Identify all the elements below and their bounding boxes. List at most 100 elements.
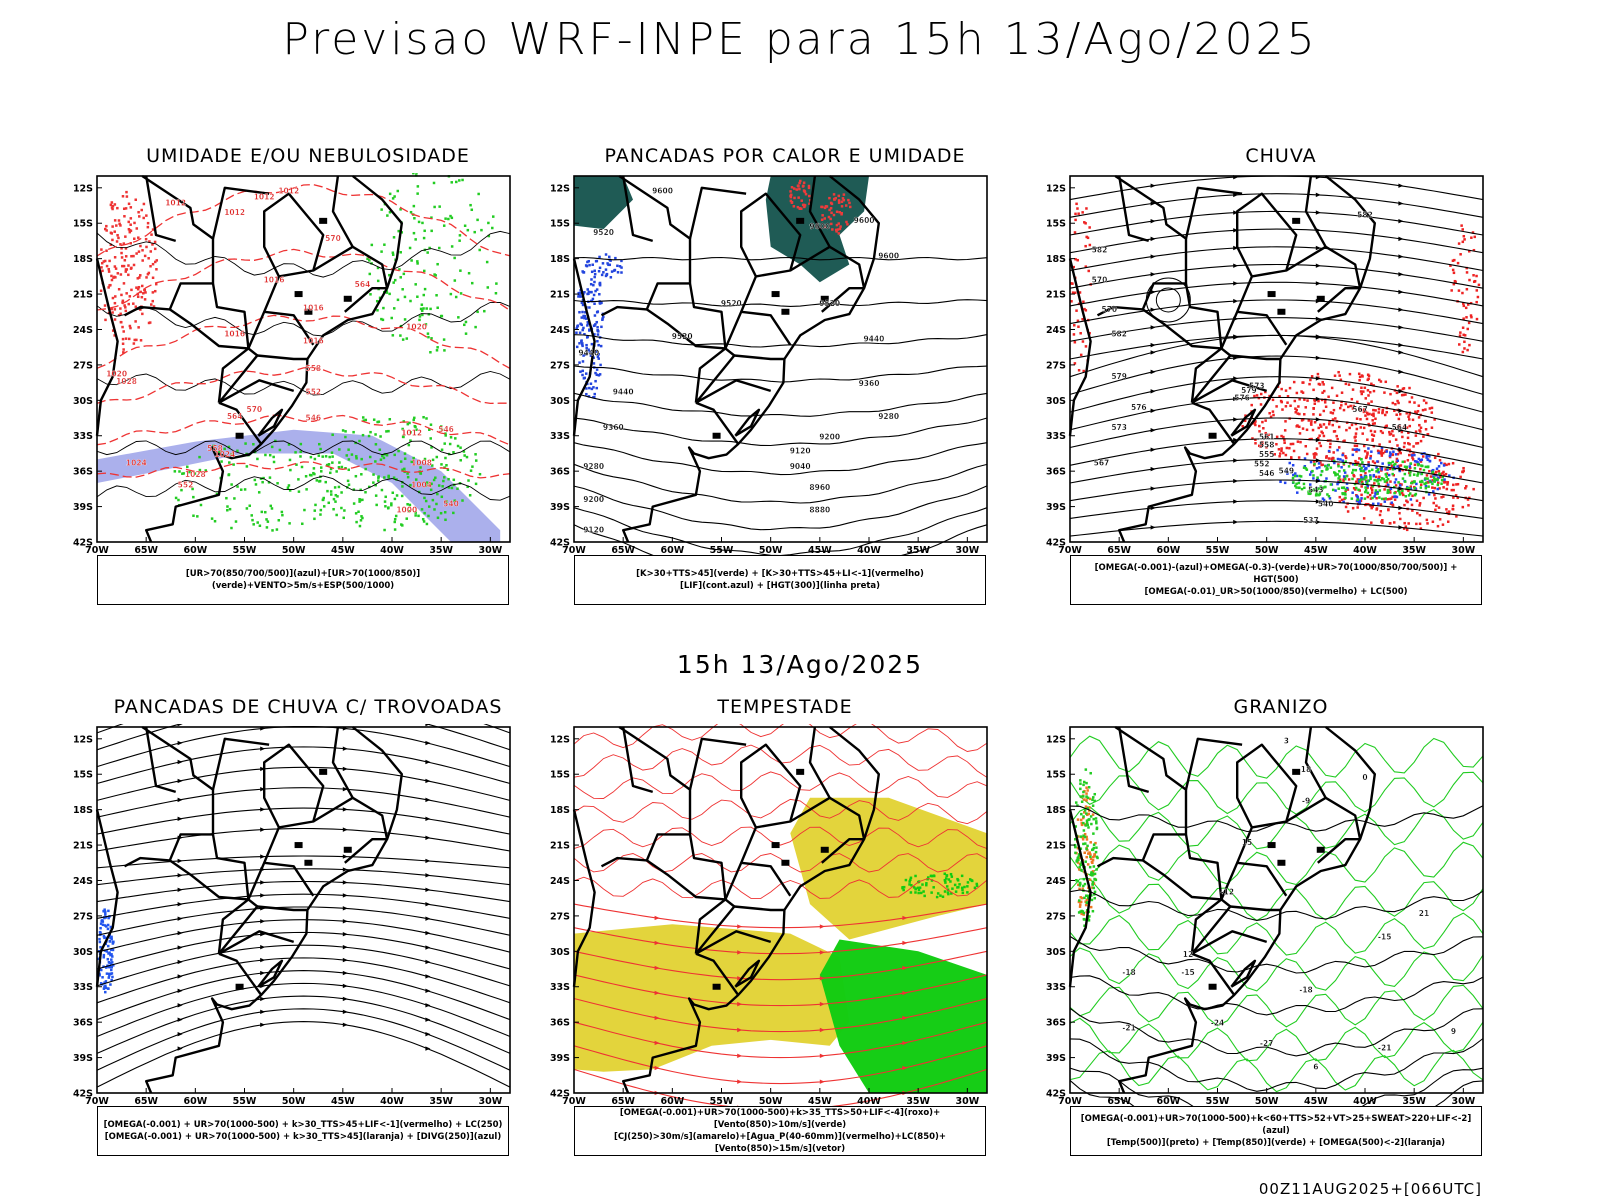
shaded-cell [109,243,113,246]
shaded-cell [1088,851,1091,854]
shaded-cell [1391,429,1394,433]
shaded-cell [1468,278,1471,282]
shaded-cell [975,882,979,886]
shaded-cell [435,455,439,459]
shaded-cell [332,497,336,501]
shaded-cell [1314,494,1318,497]
shaded-cell [902,888,905,892]
shaded-cell [123,215,126,218]
shaded-cell [103,981,106,984]
shaded-cell [250,514,253,517]
shaded-cell [598,255,601,259]
shaded-cell [1330,386,1334,390]
shaded-cell [319,466,323,469]
shaded-cell [1320,487,1324,491]
state-border [217,898,259,955]
shaded-cell [380,208,383,211]
shaded-cell [385,430,388,433]
shaded-cell [1406,448,1409,452]
shaded-cell [1393,498,1397,501]
lake-speck [1208,983,1217,990]
shaded-cell [1295,482,1298,486]
shaded-cell [1261,443,1264,446]
shaded-cell [1095,846,1098,849]
contour-label: 1024 [214,450,235,459]
shaded-cell [1091,848,1095,851]
shaded-cell [1368,412,1371,416]
streamline [1069,500,1484,519]
shaded-cell [178,470,181,473]
state-border [1141,833,1223,901]
shaded-cell [100,266,103,269]
shaded-cell [587,322,590,325]
streamline-arrow [342,957,348,963]
shaded-cell [101,269,104,273]
shaded-cell [968,878,972,881]
shaded-cell [943,890,947,893]
lon-label: 35W [429,545,453,556]
shaded-cell [424,499,428,503]
state-border [739,743,802,829]
shaded-cell [1438,487,1441,490]
shaded-cell [1083,832,1087,836]
shaded-cell [192,495,195,499]
coastline [1117,175,1376,543]
shaded-cell [613,268,617,272]
shaded-cell [1370,491,1374,494]
shaded-cell [598,373,602,376]
shaded-cell [430,216,433,219]
shaded-cell [1383,500,1387,503]
shaded-cell [829,207,833,210]
shaded-cell [130,266,133,270]
shaded-cell [127,273,130,277]
shaded-cell [919,891,923,895]
shaded-cell [620,259,623,263]
shaded-cell [1398,413,1402,416]
shaded-cell [1333,461,1336,465]
vortex-ring [1155,287,1181,313]
shaded-cell [1397,489,1400,493]
lat-label: 33S [1046,431,1066,442]
shaded-cell [1280,449,1283,453]
shaded-cell [583,376,586,380]
shaded-cell [925,883,928,887]
lake-speck [319,217,328,224]
shaded-cell [1254,420,1257,423]
shaded-cell [110,972,114,975]
shaded-cell [1373,430,1377,433]
shaded-cell [374,443,378,446]
shaded-cell [360,515,363,518]
shaded-cell [1366,479,1370,483]
shaded-cell [193,472,197,475]
shaded-cell [254,483,258,486]
shaded-cell [445,500,448,503]
shaded-cell [360,473,363,476]
shaded-cell [789,193,793,197]
shaded-cell [1385,410,1389,414]
shaded-cell [1394,484,1398,487]
state-border [734,905,785,912]
shaded-cell [149,264,152,268]
shaded-cell [303,508,306,512]
state-border [168,282,250,350]
shaded-cell [1462,466,1465,470]
shaded-cell [1385,484,1388,487]
shaded-cell [1372,389,1376,393]
shaded-cell [334,500,337,503]
temp500-contour [1069,889,1484,921]
shaded-cell [1470,236,1473,239]
shaded-cell [1360,480,1364,484]
state-border [1114,725,1188,835]
contour-label: -24 [1211,1019,1225,1028]
streamline-arrow [425,988,431,994]
lon-label: 35W [906,1096,930,1107]
lon-label: 70W [85,1096,109,1107]
shaded-cell [1379,452,1382,455]
coastline [144,175,403,543]
streamline [1069,334,1484,378]
shaded-cell [494,291,498,295]
shaded-cell [432,478,436,482]
shaded-cell [1085,819,1089,822]
shaded-cell [1433,418,1436,421]
